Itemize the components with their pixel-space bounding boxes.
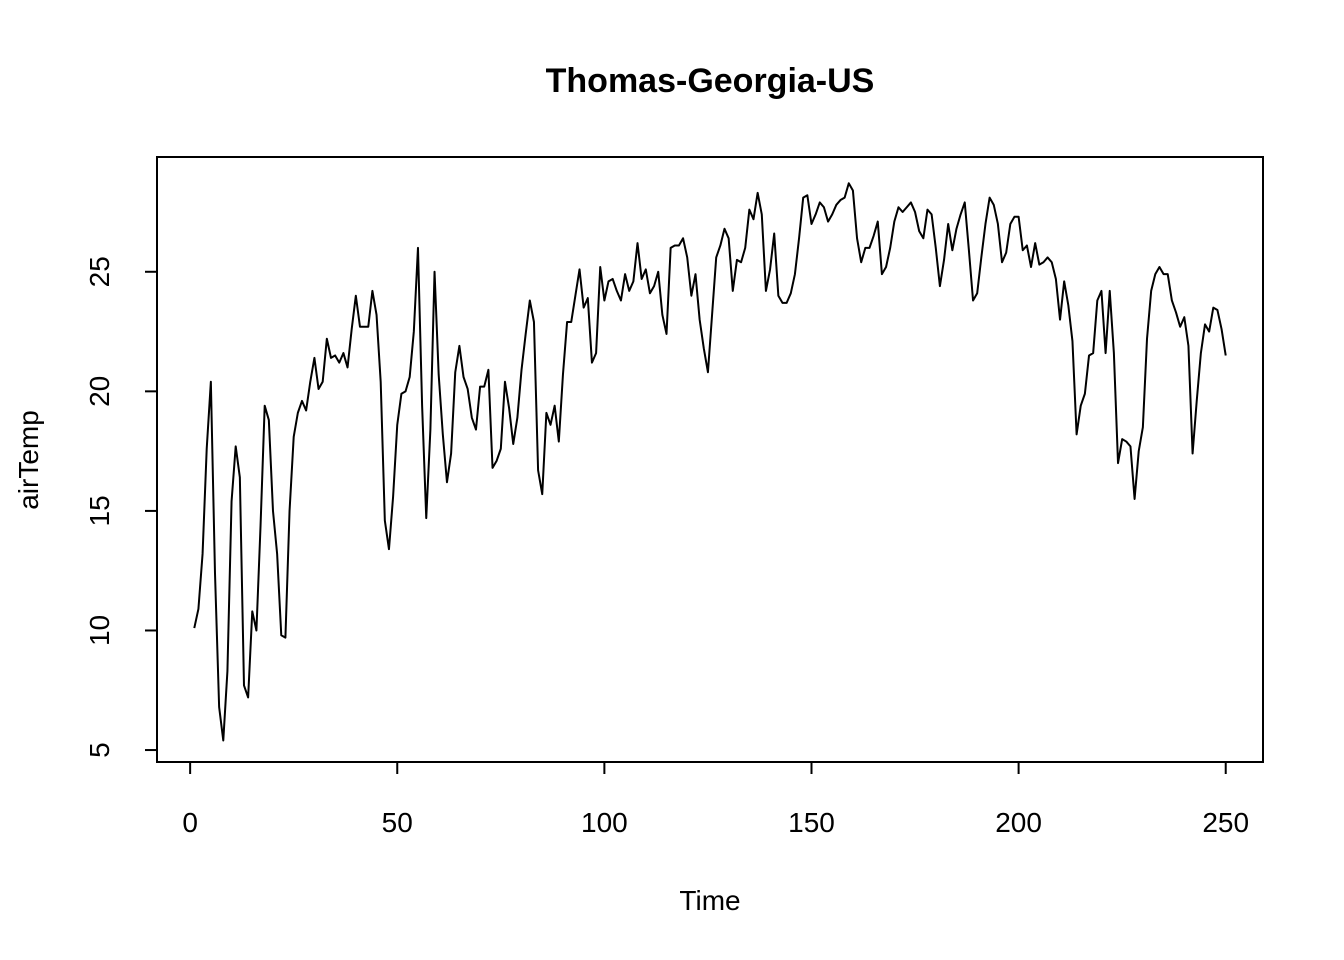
x-tick-label: 100: [581, 807, 628, 838]
y-tick-label: 10: [84, 615, 115, 646]
y-axis-label: airTemp: [13, 410, 44, 510]
x-tick-label: 250: [1202, 807, 1249, 838]
y-tick-label: 20: [84, 376, 115, 407]
x-tick-label: 150: [788, 807, 835, 838]
plot-frame: [156, 156, 1264, 763]
chart-title: Thomas-Georgia-US: [546, 62, 875, 100]
series-line: [193, 182, 1227, 742]
plot-area: [156, 156, 1264, 763]
y-tick-label: 25: [84, 256, 115, 287]
x-axis: 0 50 100 150 200 250: [182, 761, 1249, 838]
y-axis: 5 10 15 20 25: [84, 256, 158, 758]
x-tick-label: 50: [382, 807, 413, 838]
x-tick-label: 0: [182, 807, 198, 838]
y-tick-label: 5: [84, 742, 115, 758]
x-axis-label: Time: [679, 885, 740, 916]
x-tick-label: 200: [995, 807, 1042, 838]
y-tick-label: 15: [84, 495, 115, 526]
